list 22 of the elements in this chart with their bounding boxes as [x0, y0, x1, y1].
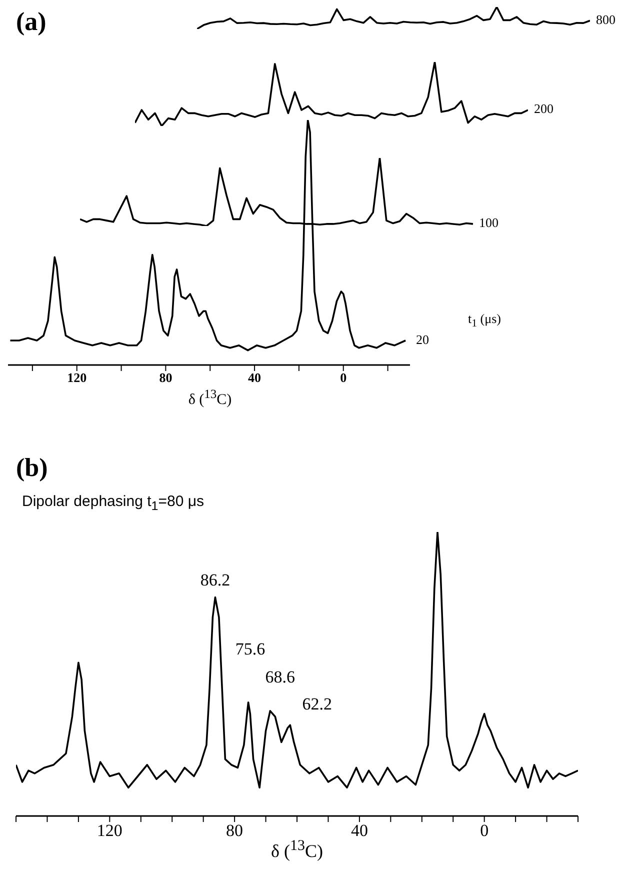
- annotation: 68.6: [265, 668, 296, 688]
- x-tick-label: 120: [67, 370, 87, 386]
- x-tick-label: 40: [248, 370, 262, 386]
- x-axis-title: δ ($^{13}$C): [188, 386, 232, 408]
- chart-title: (b): [16, 453, 48, 483]
- legend-title: t$_{1}$ (μs): [468, 311, 501, 330]
- chart-subtitle: Dipolar dephasing t$_{1}$=80 μs: [22, 493, 204, 514]
- series-label: 200: [534, 101, 554, 116]
- annotation: 75.6: [235, 640, 266, 660]
- x-tick-label: 40: [350, 821, 368, 840]
- x-tick-label: 0: [340, 370, 347, 386]
- x-tick-label: 80: [159, 370, 172, 386]
- x-axis-title: δ ($^{13}$C): [271, 838, 323, 862]
- x-tick-label: 120: [96, 821, 122, 840]
- x-tick-label: 0: [480, 821, 489, 840]
- x-tick-label: 80: [226, 821, 244, 840]
- annotation: 62.2: [302, 694, 332, 714]
- series-label: 20: [416, 332, 429, 347]
- series-label: 800: [596, 12, 616, 27]
- chart-title: (a): [16, 7, 46, 37]
- annotation: 86.2: [200, 570, 230, 591]
- series-label: 100: [479, 214, 498, 230]
